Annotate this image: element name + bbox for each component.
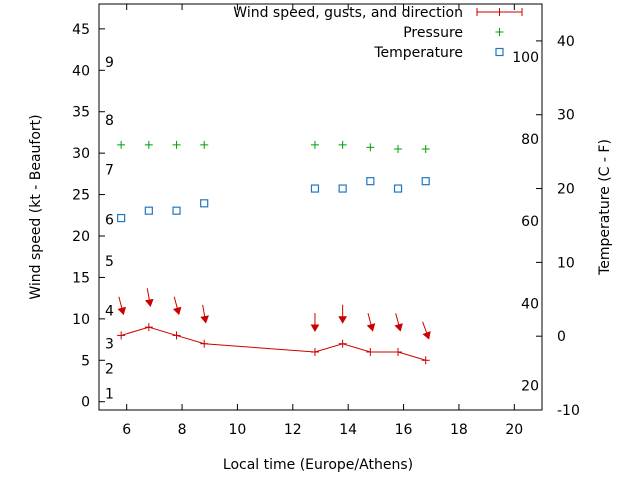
wind-point [421,356,430,365]
temperature-point [366,177,375,186]
wind-direction-arrow [422,321,431,340]
wind-direction-arrow [200,304,209,324]
temperature-point [338,184,347,193]
x-tick-label: 20 [505,422,523,438]
legend: Wind speed, gusts, and direction Pressure… [233,5,523,61]
x-tick-label: 14 [339,422,357,438]
beaufort-label: 8 [105,113,114,129]
beaufort-label: 6 [105,212,114,228]
wind-point [394,348,403,356]
temperature-point [117,213,126,223]
x-tick-label: 8 [178,422,187,438]
x-tick-label: 12 [284,422,302,438]
y2-axis-label: Temperature (C - F) [597,139,613,276]
wind-point [172,331,181,340]
y-tick-label: 30 [72,146,90,162]
y2-tick-label: 0 [557,329,566,345]
tick-labels: 6 8 10 12 14 16 18 20051015202530354045-1001020… [72,22,580,438]
wind-direction-arrow [144,288,154,307]
pressure-point [338,140,347,149]
x-axis-label: Local time (Europe/Athens) [223,457,413,473]
wind-point [366,348,375,356]
y-tick-label: 15 [72,270,90,286]
y-tick-label: 5 [81,353,90,369]
fahrenheit-label: 100 [512,50,539,66]
y2-tick-label: -10 [557,403,580,419]
y-tick-label: 0 [81,395,90,411]
wind-point [310,348,319,356]
legend-label: Temperature [373,45,463,61]
series-layer [117,140,431,365]
temperature-point [144,206,153,215]
fahrenheit-label: 80 [521,132,539,148]
pressure-point [421,145,430,153]
beaufort-label: 2 [105,362,114,378]
beaufort-label: 1 [105,386,114,402]
y-tick-label: 25 [72,188,90,204]
fahrenheit-label: 20 [521,379,539,395]
pressure-point [117,140,126,149]
pressure-point [366,143,375,152]
x-tick-label: 18 [450,422,468,438]
legend-swatch-pressure [495,28,504,36]
temperature-point [421,177,430,186]
y-tick-label: 20 [72,229,90,245]
x-tick-label: 16 [395,422,413,438]
y2-tick-label: 40 [557,34,575,50]
axis-ticks [99,4,542,411]
pressure-point [200,140,209,149]
wind-point [338,339,347,348]
wind-direction-arrow [310,313,320,332]
pressure-point [144,140,153,149]
wind-direction-arrow [172,296,182,316]
fahrenheit-label: 40 [521,297,539,313]
y-tick-label: 40 [72,63,90,79]
wind-direction-arrow [338,304,348,324]
legend-label: Wind speed, gusts, and direction [233,5,463,21]
y-axis-label: Wind speed (kt - Beaufort) [28,114,44,299]
beaufort-label: 9 [105,55,114,71]
wind-direction-arrow [366,313,376,332]
legend-swatch-temperature [495,47,504,57]
wind-direction-arrow [117,296,127,316]
y2-tick-label: 10 [557,255,575,271]
y2-tick-label: 30 [557,108,575,124]
wind-point [200,339,209,348]
beaufort-label: 7 [105,163,114,179]
beaufort-label: 4 [105,304,114,320]
pressure-point [394,145,403,153]
plot-frame [98,3,543,411]
legend-label: Pressure [403,25,463,41]
pressure-point [172,140,181,149]
y-tick-label: 10 [72,312,90,328]
y-tick-label: 45 [72,22,90,38]
pressure-point [310,140,319,149]
wind-direction-arrow [394,313,403,332]
wind-point [117,331,126,340]
beaufort-label: 5 [105,254,114,270]
fahrenheit-label: 60 [521,214,539,230]
x-tick-label: 6 [122,422,131,438]
temperature-point [200,199,209,208]
beaufort-label: 3 [105,337,114,353]
y-tick-label: 35 [72,105,90,121]
x-tick-label: 10 [229,422,247,438]
temperature-point [310,184,320,193]
temperature-point [393,184,403,193]
legend-swatch-wind [476,8,523,16]
y2-tick-label: 20 [557,182,575,198]
temperature-point [172,206,181,215]
wind-point [144,323,153,332]
